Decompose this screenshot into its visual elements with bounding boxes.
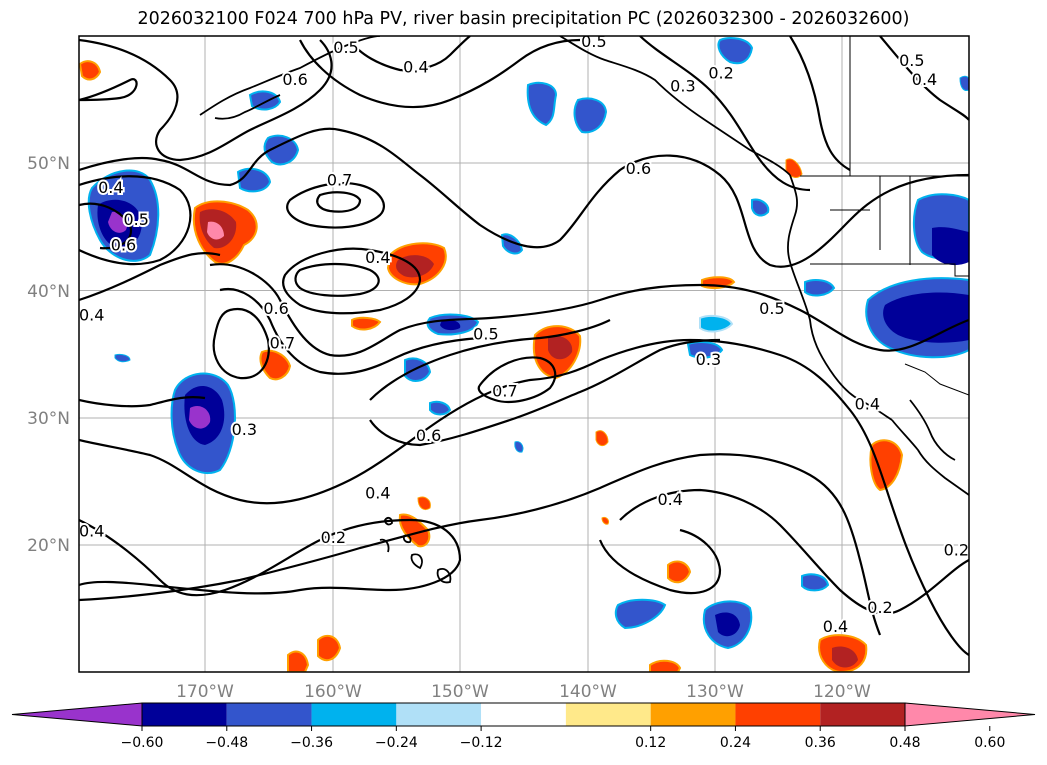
pv-contour-label: 0.3 <box>670 76 695 95</box>
pv-contour-label: 0.4 <box>98 178 123 197</box>
precipitation-shading <box>79 37 969 672</box>
colorbar-tick-label: 0.48 <box>889 735 920 751</box>
pv-contour-label: 0.5 <box>759 299 784 318</box>
colorbar-bin <box>226 703 312 726</box>
latitude-labels: 50°N 40°N 30°N 20°N <box>27 154 70 556</box>
borders <box>800 36 969 396</box>
pv-contour-label: 0.3 <box>232 420 257 439</box>
pv-contour-label: 0.4 <box>823 617 848 636</box>
colorbar-arrow-left <box>11 702 143 727</box>
pv-contour-label: 0.3 <box>696 350 721 369</box>
pv-contour-label: 0.6 <box>282 70 307 89</box>
pv-contour-label: 0.5 <box>123 210 148 229</box>
colorbar-bin <box>820 703 905 726</box>
colorbar-bin <box>311 703 397 726</box>
pv-contour-label: 0.4 <box>79 305 104 324</box>
pv-contour-labels: 0.40.50.60.70.60.50.40.50.30.20.50.40.60… <box>79 32 969 638</box>
colorbar-bin <box>396 703 482 726</box>
pv-contour-label: 0.2 <box>867 598 892 617</box>
colorbar-tick-label: 0.60 <box>974 735 1005 751</box>
colorbar-tick-label: 0.24 <box>720 735 751 751</box>
pv-contour-label: 0.6 <box>626 159 651 178</box>
colorbar-arrow-right <box>904 702 1036 727</box>
pv-contour-label: 0.4 <box>365 248 390 267</box>
colorbar-tick-label: −0.60 <box>121 735 164 751</box>
lat-label: 30°N <box>27 409 70 429</box>
map-border <box>78 35 970 673</box>
pv-contour-label: 0.2 <box>944 541 969 560</box>
pv-contour-label: 0.5 <box>473 324 498 343</box>
pv-contour-label: 0.6 <box>416 426 441 445</box>
lon-label: 150°W <box>431 682 489 702</box>
pv-contour-label: 0.7 <box>270 333 295 352</box>
pv-contour-label: 0.7 <box>327 171 352 190</box>
pv-contour-label: 0.4 <box>912 70 937 89</box>
colorbar-outline <box>141 702 906 727</box>
colorbar-bin <box>481 703 566 726</box>
pv-contour-label: 0.7 <box>492 382 517 401</box>
pv-contour-label: 0.6 <box>111 235 136 254</box>
colorbar-tick-label: −0.48 <box>205 735 248 751</box>
lat-label: 20°N <box>27 536 70 556</box>
pv-contour-label: 0.5 <box>333 38 358 57</box>
lon-label: 120°W <box>813 682 871 702</box>
colorbar-tick-label: 0.36 <box>805 735 836 751</box>
lat-label: 50°N <box>27 154 70 174</box>
lon-label: 170°W <box>176 682 234 702</box>
pv-contour-label: 0.4 <box>365 483 390 502</box>
pv-contour-label: 0.4 <box>855 394 880 413</box>
pv-contour-label: 0.6 <box>263 299 288 318</box>
pv-contour-label: 0.2 <box>321 528 346 547</box>
lat-label: 40°N <box>27 282 70 302</box>
pv-contour-label: 0.4 <box>79 522 104 541</box>
colorbar-bin <box>565 703 651 726</box>
pv-contours <box>79 36 969 656</box>
colorbar: −0.60 −0.48 −0.36 −0.24 −0.12 0.12 0.24 0.36 0.4… <box>11 702 1036 751</box>
pv-contour-label: 0.4 <box>403 57 428 76</box>
colorbar-bin <box>735 703 821 726</box>
pv-contour-label: 0.4 <box>657 490 682 509</box>
colorbar-bin <box>650 703 736 726</box>
lon-label: 130°W <box>686 682 744 702</box>
longitude-labels: 170°W 160°W 150°W 140°W 130°W 120°W <box>176 682 871 702</box>
map-title: 2026032100 F024 700 hPa PV, river basin … <box>137 9 910 29</box>
pv-contour-label: 0.5 <box>581 32 606 51</box>
lon-label: 160°W <box>304 682 362 702</box>
colorbar-tick-label: 0.12 <box>635 735 666 751</box>
coastlines <box>199 36 969 584</box>
colorbar-tick-label: −0.12 <box>460 735 503 751</box>
colorbar-bin <box>142 703 227 726</box>
pv-contour-label: 0.2 <box>708 64 733 83</box>
colorbar-tick-label: −0.36 <box>290 735 333 751</box>
lon-label: 140°W <box>559 682 617 702</box>
colorbar-tick-label: −0.24 <box>375 735 418 751</box>
map-area <box>79 36 969 672</box>
pv-contour-label: 0.5 <box>899 51 924 70</box>
